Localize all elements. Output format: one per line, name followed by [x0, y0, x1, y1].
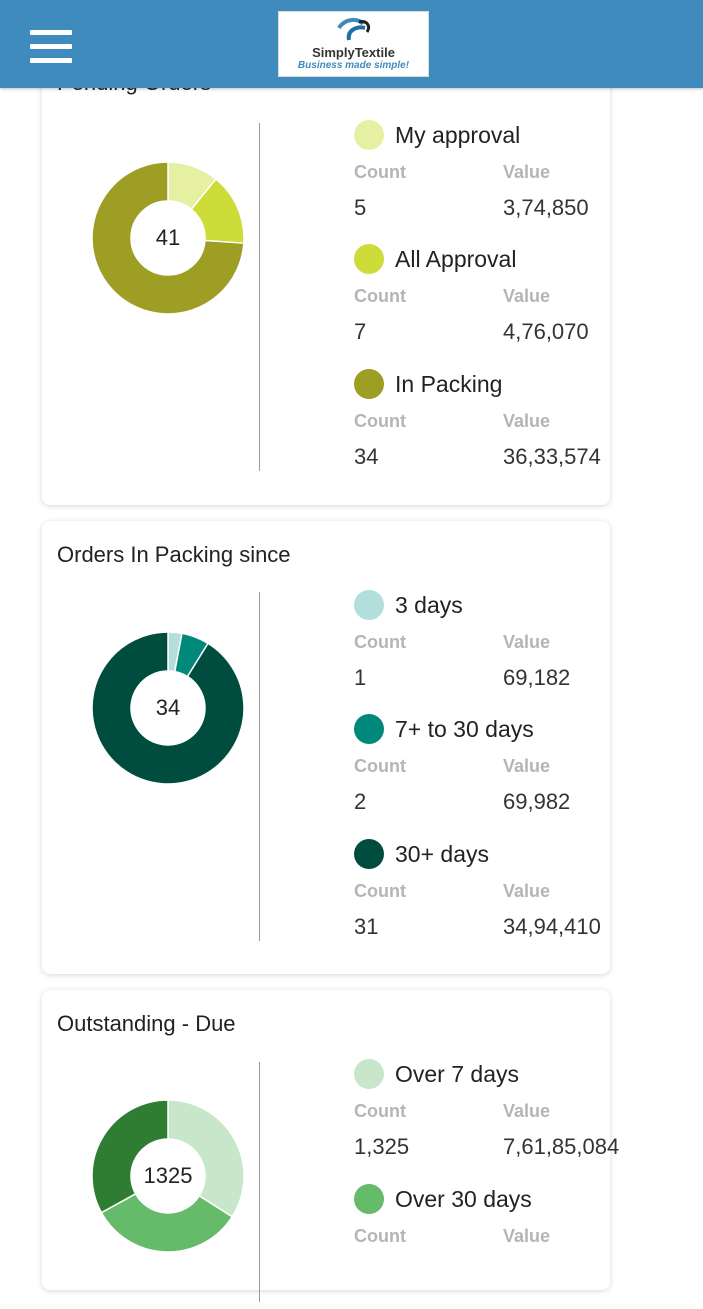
amount-value: 36,33,574 — [503, 444, 601, 469]
legend-swatch — [354, 369, 384, 399]
pending-orders-card: Pending Orders 41 My approval Count Valu… — [42, 60, 610, 505]
legend-item-all-approval[interactable]: All Approval Count Value 7 4,76,070 — [354, 244, 644, 369]
count-header: Count — [354, 162, 406, 182]
count-value: 2 — [354, 789, 367, 814]
card-divider — [259, 123, 260, 471]
amount-value: 4,76,070 — [503, 319, 589, 344]
amount-value: 69,182 — [503, 665, 571, 690]
amount-value: 3,74,850 — [503, 195, 589, 220]
legend-swatch — [354, 1184, 384, 1214]
count-value: 1 — [354, 665, 367, 690]
donut-chart — [91, 1099, 245, 1253]
value-header: Value — [503, 162, 551, 182]
legend-item-over-7-days[interactable]: Over 7 days Count Value 1,325 7,61,85,08… — [354, 1059, 644, 1184]
legend-label: 3 days — [395, 592, 463, 618]
logo-tagline: Business made simple! — [297, 60, 410, 71]
legend-label: 30+ days — [395, 841, 489, 867]
legend-item-over-30-days[interactable]: Over 30 days Count Value — [354, 1184, 644, 1309]
donut-chart — [91, 631, 245, 785]
value-header: Value — [503, 411, 551, 431]
amount-value: 34,94,410 — [503, 914, 601, 939]
count-value: 34 — [354, 444, 379, 469]
legend-item-7-to-30-days[interactable]: 7+ to 30 days Count Value 2 69,982 — [354, 714, 644, 839]
legend-swatch — [354, 590, 384, 620]
legend-swatch — [354, 714, 384, 744]
legend-label: Over 7 days — [395, 1061, 519, 1087]
legend-item-3-days[interactable]: 3 days Count Value 1 69,182 — [354, 590, 644, 715]
donut-chart — [91, 161, 245, 315]
hamburger-menu-icon[interactable] — [30, 28, 72, 66]
donut-center-total: 34 — [155, 695, 181, 720]
count-header: Count — [354, 1101, 406, 1121]
orders-in-packing-card: Orders In Packing since 34 3 days Count … — [42, 521, 610, 974]
value-header: Value — [503, 286, 551, 306]
count-header: Count — [354, 632, 406, 652]
count-value: 5 — [354, 195, 367, 220]
count-value: 1,325 — [354, 1134, 410, 1159]
value-header: Value — [503, 881, 551, 901]
legend-swatch — [354, 1059, 384, 1089]
count-header: Count — [354, 411, 406, 431]
legend-swatch — [354, 244, 384, 274]
orders-in-packing-donut: 34 — [91, 631, 245, 785]
legend-label: Over 30 days — [395, 1186, 532, 1212]
card-divider — [259, 1062, 260, 1302]
card-divider — [259, 592, 260, 941]
legend-item-my-approval[interactable]: My approval Count Value 5 3,74,850 — [354, 120, 644, 245]
legend-label: 7+ to 30 days — [395, 716, 534, 742]
pending-orders-donut: 41 — [91, 161, 245, 315]
count-header: Count — [354, 1226, 406, 1246]
amount-value: 69,982 — [503, 789, 571, 814]
donut-slice-over-60-days[interactable] — [91, 1099, 169, 1214]
donut-slice-in-packing[interactable] — [91, 161, 245, 315]
value-header: Value — [503, 1101, 551, 1121]
amount-value: 7,61,85,084 — [503, 1134, 620, 1159]
app-header: SimplyTextile Business made simple! — [0, 0, 703, 88]
legend-swatch — [354, 839, 384, 869]
legend-item-in-packing[interactable]: In Packing Count Value 34 36,33,574 — [354, 369, 644, 494]
donut-center-total: 41 — [155, 225, 181, 250]
outstanding-due-donut: 1325 — [91, 1099, 245, 1253]
donut-slice-30-days[interactable] — [91, 631, 245, 785]
outstanding-due-card: Outstanding - Due 1325 Over 7 days Count… — [42, 990, 619, 1302]
legend-label: All Approval — [395, 246, 517, 272]
value-header: Value — [503, 756, 551, 776]
logo-swirl-icon — [337, 17, 371, 41]
donut-center-total: 1325 — [143, 1163, 193, 1188]
card-title: Orders In Packing since — [57, 542, 291, 567]
donut-slice-over-7-days[interactable] — [167, 1099, 245, 1218]
count-header: Count — [354, 756, 406, 776]
count-header: Count — [354, 286, 406, 306]
legend-label: In Packing — [395, 371, 503, 397]
legend-label: My approval — [395, 122, 521, 148]
count-value: 31 — [354, 914, 379, 939]
legend-swatch — [354, 120, 384, 150]
value-header: Value — [503, 632, 551, 652]
logo-name: SimplyTextile — [312, 45, 395, 60]
donut-slice-over-30-days[interactable] — [100, 1192, 234, 1253]
simplytextile-logo[interactable]: SimplyTextile Business made simple! — [278, 11, 429, 77]
card-title: Outstanding - Due — [57, 1011, 236, 1036]
count-header: Count — [354, 881, 406, 901]
count-value: 7 — [354, 319, 367, 344]
value-header: Value — [503, 1226, 551, 1246]
legend-item-30-plus-days[interactable]: 30+ days Count Value 31 34,94,410 — [354, 839, 644, 964]
